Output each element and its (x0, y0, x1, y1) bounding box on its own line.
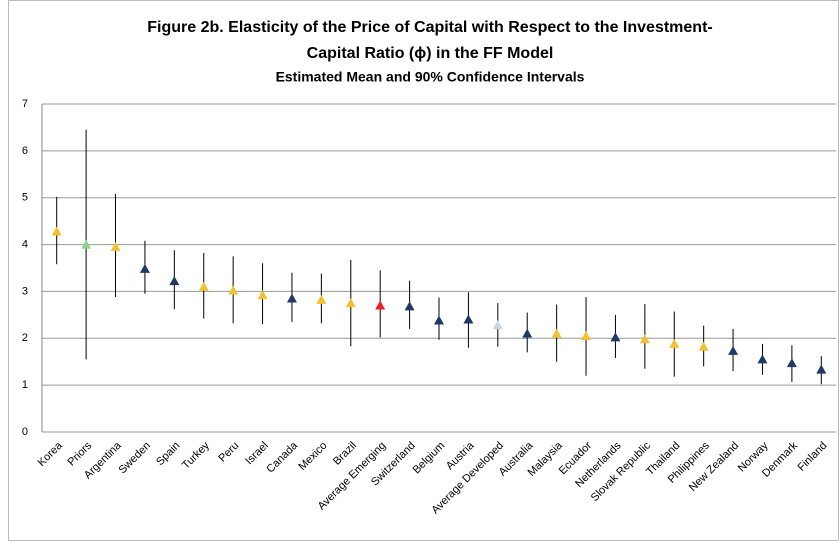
mean-marker (316, 294, 327, 304)
y-tick-label: 4 (22, 238, 28, 250)
mean-marker (345, 298, 356, 308)
mean-marker (816, 364, 827, 374)
mean-marker (375, 300, 386, 310)
x-tick-label: Spain (154, 440, 182, 468)
mean-marker (139, 263, 150, 273)
y-tick-label: 3 (22, 285, 28, 297)
mean-marker (522, 328, 533, 338)
y-tick-label: 2 (22, 332, 28, 344)
chart-title: Figure 2b. Elasticity of the Price of Ca… (147, 19, 712, 36)
mean-marker (169, 276, 180, 286)
x-tick-label: Canada (264, 439, 300, 475)
mean-marker (551, 328, 562, 338)
mean-marker (110, 241, 121, 251)
mean-marker (404, 301, 415, 311)
mean-marker (434, 315, 444, 325)
mean-marker (698, 341, 709, 351)
mean-marker (786, 358, 797, 368)
x-tick-label: Finland (795, 440, 829, 474)
x-tick-label: Korea (36, 439, 66, 469)
chart-frame (8, 0, 839, 541)
mean-marker (492, 320, 503, 330)
mean-marker (669, 338, 680, 348)
mean-marker (51, 226, 62, 236)
mean-marker (198, 281, 209, 291)
chart-title: Capital Ratio (ϕ) in the FF Model (307, 45, 554, 62)
y-tick-label: 5 (22, 192, 28, 204)
mean-marker (81, 239, 92, 249)
mean-marker (463, 314, 474, 324)
x-tick-label: Israel (243, 440, 271, 468)
mean-marker (757, 354, 768, 364)
x-tick-label: Belgium (411, 440, 448, 477)
y-tick-label: 7 (22, 98, 28, 110)
y-tick-label: 0 (22, 426, 28, 438)
mean-marker (610, 332, 621, 342)
mean-marker (228, 285, 239, 295)
mean-marker (639, 334, 650, 344)
mean-marker (286, 293, 297, 303)
y-tick-label: 1 (22, 379, 28, 391)
mean-marker (728, 345, 739, 355)
chart-subtitle: Estimated Mean and 90% Confidence Interv… (276, 69, 585, 85)
x-tick-label: Sweden (116, 440, 153, 477)
y-tick-label: 6 (22, 145, 28, 157)
x-tick-label: Peru (216, 440, 241, 465)
mean-marker (257, 290, 268, 300)
x-tick-label: Turkey (180, 439, 212, 471)
mean-marker (581, 330, 592, 340)
x-tick-label: Mexico (296, 440, 329, 473)
